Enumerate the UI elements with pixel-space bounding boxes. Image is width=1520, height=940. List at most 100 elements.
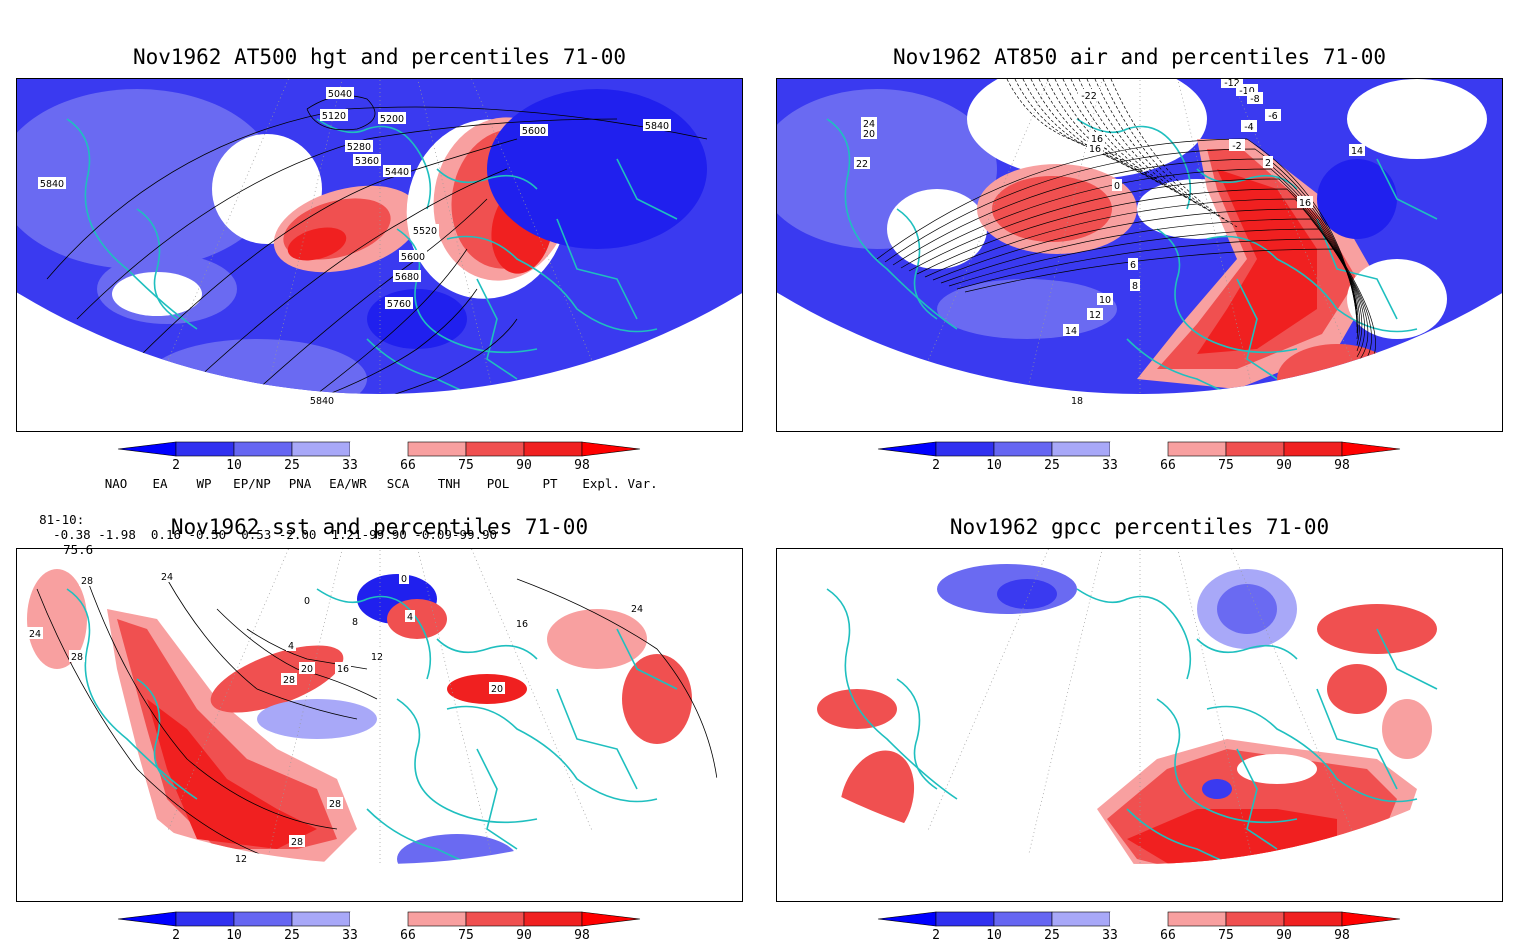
map-gpcc-canvas: [777, 549, 1502, 864]
contour-line: [166, 578, 358, 720]
coastline: [136, 208, 178, 320]
coastline: [1126, 808, 1378, 864]
contour-label-bg: [1221, 79, 1243, 88]
contour-line: [924, 198, 1361, 346]
colorbar-tick-label: 33: [342, 928, 358, 940]
anomaly-shading: [257, 699, 377, 739]
coastline: [1126, 338, 1378, 394]
contour-label-bg: [1229, 139, 1245, 151]
anomaly-shading: [147, 339, 367, 394]
colorbar-hgt: 2 10 25 33 66 75 90 98: [117, 441, 641, 472]
contour-label-bg: [353, 154, 381, 166]
contour-label: 8: [1132, 281, 1138, 292]
coastline: [476, 748, 518, 850]
coastline: [1316, 218, 1398, 320]
coastline: [1076, 588, 1192, 680]
contour-label: 5200: [380, 114, 404, 125]
colorbar-tick-label: 10: [986, 458, 1002, 472]
index-values-text: -0.38 -1.98 0.16 -0.50 0.53 -2.00 1.21-9…: [53, 527, 498, 542]
colorbar-segment: [1341, 911, 1401, 927]
contour-line: [86, 578, 338, 830]
contour-line: [36, 588, 308, 864]
colorbar-tick-label: 25: [284, 458, 300, 472]
anomaly-shading: [487, 89, 707, 249]
contour-label: 10: [1099, 295, 1111, 306]
contour-label: 14: [1351, 146, 1363, 157]
anomaly-shading: [1327, 664, 1387, 714]
coastline: [446, 705, 658, 803]
colorbar-segment: [1167, 911, 1227, 927]
map-hgt: 5040 5120 5200 5280 5360 5440 5520 5600 5680 5760…: [16, 78, 743, 432]
index-header: EP/NP: [233, 476, 271, 491]
contour-label-bg: [378, 112, 406, 124]
contour-label: 24: [161, 572, 173, 583]
contour-label-bg: [281, 673, 297, 685]
contour-label-bg: [326, 87, 354, 99]
anomaly-shading: [117, 619, 337, 849]
contour-label: -8: [1250, 94, 1259, 105]
contour-line: [516, 578, 718, 780]
contour-label: 5600: [401, 252, 425, 263]
contour-label-bg: [514, 617, 530, 629]
contour-label-bg: [345, 140, 373, 152]
anomaly-shading: [1217, 584, 1277, 634]
coastline: [1236, 748, 1278, 850]
contour-label: 24: [29, 629, 41, 640]
contour-label-bg: [1089, 132, 1105, 144]
coastline: [616, 628, 678, 690]
contour-label: 5360: [355, 156, 379, 167]
contour-label-bg: [399, 572, 409, 584]
colorbar-tick-label: 10: [226, 928, 242, 940]
contour-label-bg: [308, 394, 336, 406]
contour-label-bg: [1069, 394, 1085, 406]
contour-label-bg: [1128, 258, 1138, 270]
graticule-line: [1016, 79, 1108, 394]
contour-label: 16: [337, 664, 349, 675]
colorbar-tick-label: 98: [1334, 928, 1350, 940]
colorbar-segment: [291, 441, 351, 457]
panel-title-hgt: Nov1962 AT500 hgt and percentiles 71-00: [132, 45, 627, 69]
contour-label-bg: [411, 224, 439, 236]
contour-label: 28: [81, 576, 93, 587]
contour-label-bg: [861, 117, 877, 129]
colorbar-segment: [1283, 441, 1343, 457]
contour-line: [892, 158, 1358, 322]
contour-label-bg: [320, 109, 348, 121]
contour-label: 28: [291, 837, 303, 848]
contour-line: [256, 288, 478, 394]
contour-label: -10: [1239, 86, 1255, 97]
contour-label-bg: [38, 177, 66, 189]
colorbar-segment: [117, 441, 177, 457]
contour-line: [948, 228, 1369, 364]
colorbar-tick-label: 75: [458, 458, 474, 472]
contour-label: 8: [352, 617, 358, 628]
coastline: [556, 218, 638, 320]
contour-label-bg: [79, 574, 95, 586]
contour-label: 20: [491, 684, 503, 695]
index-expl-var: 75.6: [63, 542, 94, 557]
contour-label: 5120: [322, 111, 346, 122]
colorbar-segment: [935, 911, 995, 927]
index-header: PT: [542, 476, 558, 491]
colorbar-segment: [935, 441, 995, 457]
coastline: [826, 118, 958, 330]
contour-label-bg: [1063, 324, 1079, 336]
colorbar-tick-label: 98: [1334, 458, 1350, 472]
colorbar-segment: [993, 441, 1053, 457]
contour-label: 12: [1089, 310, 1101, 321]
coastline: [1236, 278, 1278, 380]
colorbar-segment: [1110, 442, 1168, 456]
coastline: [1156, 698, 1298, 824]
contour-label: 5840: [310, 396, 334, 407]
colorbar-tick-label: 98: [574, 928, 590, 940]
colorbar-tick-label: 75: [458, 928, 474, 940]
colorbar-segment: [877, 911, 937, 927]
anomaly-shading: [27, 569, 87, 669]
panel-title-gpcc: Nov1962 gpcc percentiles 71-00: [949, 515, 1330, 539]
colorbar-tick-label: 90: [516, 928, 532, 940]
colorbar-segment: [523, 911, 583, 927]
graticule-line: [412, 79, 504, 394]
colorbar-tick-label: 75: [1218, 928, 1234, 940]
contour-line: [956, 238, 1372, 370]
graticule-line: [1172, 79, 1264, 394]
